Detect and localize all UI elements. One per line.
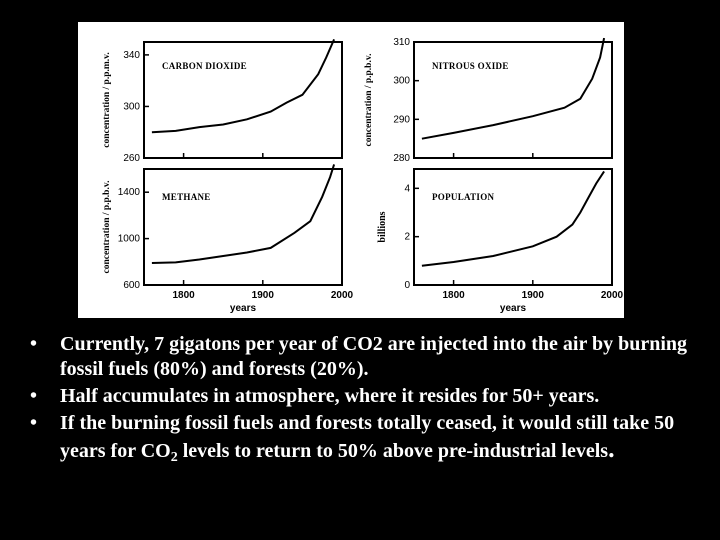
- population-ytick-label: 2: [404, 232, 410, 243]
- bullet-item-3: • If the burning fossil fuels and forest…: [30, 411, 710, 470]
- population-xtick-label: 1900: [522, 290, 545, 301]
- population-xlabel: years: [500, 303, 527, 314]
- population-xtick-label: 1800: [442, 290, 465, 301]
- bullet-item-1: • Currently, 7 gigatons per year of CO2 …: [30, 332, 710, 382]
- n2o-ylabel: concentration / p.p.b.v.: [364, 54, 374, 147]
- bullet-list: • Currently, 7 gigatons per year of CO2 …: [30, 332, 710, 472]
- population-ytick-label: 4: [404, 183, 410, 194]
- final-period: .: [608, 434, 615, 463]
- carbon-dioxide-series-line: [151, 38, 336, 134]
- nitrous-oxide-ytick-label: 290: [393, 114, 410, 125]
- bullet-text-2: Half accumulates in atmosphere, where it…: [60, 385, 600, 407]
- methane-ytick-label: 600: [123, 280, 140, 291]
- population-xtick-label: 2000: [601, 290, 624, 301]
- nitrous-oxide-ytick-label: 300: [393, 76, 410, 87]
- methane-ytick-label: 1000: [118, 234, 141, 245]
- carbon-dioxide-ytick-label: 340: [123, 50, 140, 61]
- nitrous-oxide-ytick-label: 280: [393, 153, 410, 164]
- nitrous-oxide-title: NITROUS OXIDE: [432, 61, 509, 71]
- carbon-dioxide-frame: [143, 41, 343, 159]
- population-ytick-label: 0: [404, 280, 410, 291]
- bullet-text-3b: levels to return to 50% above pre-indust…: [177, 440, 609, 462]
- bullet-text-1: Currently, 7 gigatons per year of CO2 ar…: [60, 333, 688, 380]
- methane-xlabel: years: [230, 303, 257, 314]
- nitrous-oxide-series-line: [421, 37, 606, 140]
- bullet-text-3a: If the burning fossil fuels and forests …: [60, 412, 675, 462]
- carbon-dioxide-ytick-label: 260: [123, 153, 140, 164]
- population-frame: [413, 168, 613, 286]
- population-ylabel: billions: [377, 211, 388, 242]
- methane-xtick-label: 1800: [172, 290, 195, 301]
- methane-frame: [143, 168, 343, 286]
- co2-ylabel: concentration / p.p.m.v.: [102, 52, 112, 148]
- bullet-item-2: • Half accumulates in atmosphere, where …: [30, 384, 710, 409]
- chart-grid: 340 300 260 CARBON DIOXIDE 310 300 290 280 NITRO…: [102, 37, 624, 314]
- population-title: POPULATION: [432, 192, 495, 202]
- subscript-2: 2: [170, 450, 178, 465]
- nitrous-oxide-frame: [413, 41, 613, 159]
- bullet-marker: •: [30, 333, 38, 355]
- methane-xtick-label: 1900: [252, 290, 275, 301]
- methane-ylabel: concentration / p.p.b.v.: [102, 181, 112, 274]
- climate-figure: 340 300 260 CARBON DIOXIDE 310 300 290 280 NITRO…: [78, 22, 624, 318]
- nitrous-oxide-ytick-label: 310: [393, 37, 410, 48]
- bullet-marker: •: [30, 385, 38, 407]
- carbon-dioxide-ytick-label: 300: [123, 101, 140, 112]
- methane-series-line: [151, 164, 336, 264]
- methane-ytick-label: 1400: [118, 187, 141, 198]
- methane-xtick-label: 2000: [331, 290, 354, 301]
- methane-title: METHANE: [162, 192, 211, 202]
- population-series-line: [421, 170, 605, 267]
- bullet-marker: •: [30, 412, 38, 434]
- carbon-dioxide-title: CARBON DIOXIDE: [162, 61, 247, 71]
